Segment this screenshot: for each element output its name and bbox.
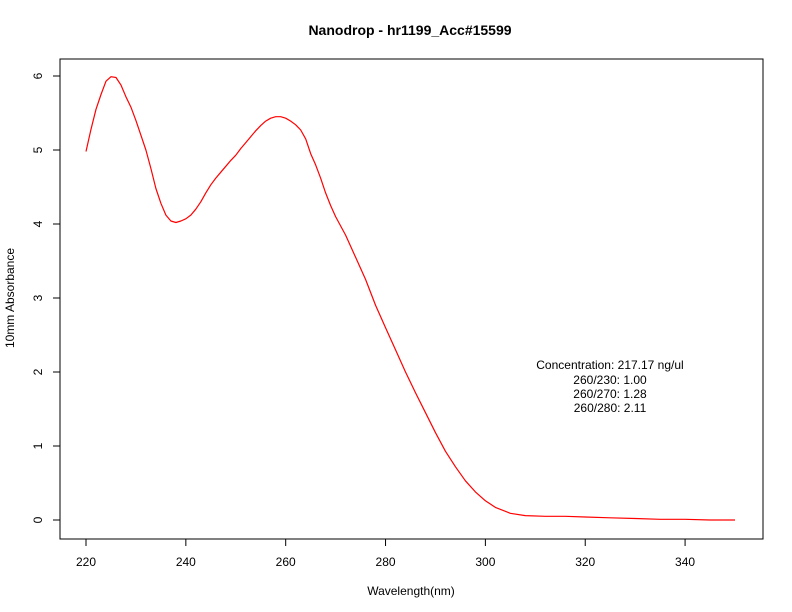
x-tick-label: 320	[575, 555, 595, 569]
plot-frame	[59, 58, 764, 540]
chart-title: Nanodrop - hr1199_Acc#15599	[308, 22, 511, 38]
x-tick-label: 280	[376, 555, 396, 569]
annotation-line: 260/270: 1.28	[573, 387, 647, 401]
x-tick-label: 220	[76, 555, 96, 569]
y-tick-label: 0	[31, 516, 45, 523]
x-tick-label: 300	[475, 555, 495, 569]
annotation-line: 260/230: 1.00	[573, 373, 647, 387]
y-axis-label: 10mm Absorbance	[3, 248, 17, 348]
stats-annotation: Concentration: 217.17 ng/ul 260/230: 1.0…	[536, 358, 683, 415]
series-group	[85, 76, 735, 521]
annotation-line: Concentration: 217.17 ng/ul	[536, 358, 683, 372]
annotation-line: 260/280: 2.11	[574, 401, 647, 415]
y-tick-label: 4	[31, 220, 45, 227]
absorbance-line	[85, 76, 735, 521]
y-tick-label: 3	[31, 294, 45, 301]
y-tick-label: 6	[31, 72, 45, 79]
x-tick-label: 260	[276, 555, 296, 569]
y-tick-label: 1	[31, 442, 45, 449]
x-tick-label: 240	[176, 555, 196, 569]
x-tick-label: 340	[675, 555, 695, 569]
x-axis-label: Wavelength(nm)	[367, 584, 455, 598]
y-tick-label: 2	[31, 368, 45, 375]
y-tick-label: 5	[31, 146, 45, 153]
x-axis: 220 240 260 280 300 320 340	[76, 538, 695, 569]
y-axis: 0 1 2 3 4 5 6	[31, 72, 61, 523]
